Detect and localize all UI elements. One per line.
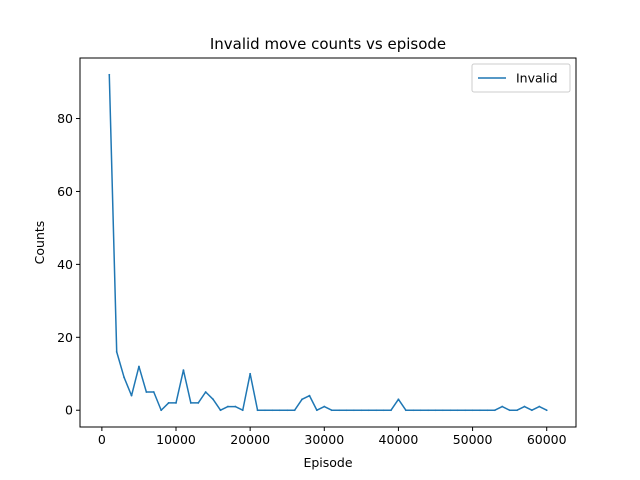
data-point (508, 409, 511, 412)
data-point (412, 409, 415, 412)
data-point (286, 409, 289, 412)
data-point (227, 405, 229, 408)
data-point (241, 409, 244, 412)
chart-title: Invalid move counts vs episode (210, 35, 446, 53)
data-point (308, 394, 311, 397)
legend-label-invalid: Invalid (516, 71, 558, 86)
x-tick-label: 20000 (230, 432, 270, 447)
data-point (219, 409, 222, 412)
data-point (419, 409, 422, 412)
data-point (390, 409, 392, 412)
x-tick-label: 50000 (453, 432, 493, 447)
data-point (464, 409, 467, 412)
data-point (449, 409, 452, 412)
y-axis: 0 20 40 60 80 (57, 111, 80, 418)
legend: Invalid (471, 63, 571, 93)
data-point (345, 409, 348, 412)
x-tick-label: 30000 (304, 432, 344, 447)
data-point (330, 409, 333, 412)
plot-area (108, 73, 548, 412)
data-point (108, 73, 111, 76)
data-point (471, 409, 474, 412)
data-point (353, 409, 355, 412)
data-point (115, 350, 118, 353)
data-point (479, 409, 481, 412)
data-point (182, 369, 185, 372)
data-point (516, 409, 518, 412)
data-point (434, 409, 437, 412)
data-point (538, 405, 541, 408)
x-tick-label: 40000 (379, 432, 419, 447)
data-point (382, 409, 385, 412)
data-point (427, 409, 429, 412)
data-point (397, 398, 400, 401)
y-tick-label: 20 (57, 330, 73, 345)
data-point (264, 409, 266, 412)
legend-box (471, 63, 571, 93)
data-point (167, 402, 170, 404)
data-point (545, 409, 548, 412)
data-point (234, 405, 237, 408)
x-tick-label: 0 (98, 432, 106, 447)
data-point (249, 372, 252, 375)
data-point (278, 409, 281, 412)
data-point (493, 409, 496, 412)
data-point (256, 409, 259, 412)
series-line-invalid (108, 74, 548, 411)
data-point (367, 409, 370, 412)
data-point (315, 409, 318, 412)
data-point (197, 402, 200, 404)
x-axis: 0 10000 20000 30000 40000 50000 60000 (98, 427, 567, 447)
data-point (360, 409, 363, 412)
data-point (375, 409, 378, 412)
data-point (130, 394, 133, 397)
data-point (152, 391, 155, 393)
data-point (123, 376, 126, 379)
data-point (456, 409, 459, 412)
data-point (212, 398, 214, 401)
y-axis-title: Counts (32, 221, 47, 265)
data-point (338, 409, 341, 412)
x-tick-label: 10000 (156, 432, 196, 447)
data-point (442, 409, 444, 412)
data-point (523, 405, 526, 408)
y-tick-label: 40 (57, 257, 73, 272)
x-tick-label: 60000 (527, 432, 567, 447)
data-point (271, 409, 274, 412)
data-point (301, 398, 303, 401)
y-tick-label: 0 (65, 403, 73, 418)
y-tick-label: 60 (57, 184, 73, 199)
plot-frame (79, 57, 577, 428)
data-point (204, 391, 207, 393)
x-axis-title: Episode (303, 455, 352, 470)
data-point (486, 409, 489, 412)
data-point (175, 402, 177, 404)
data-point (293, 409, 296, 412)
data-point (404, 409, 407, 412)
data-point (530, 409, 533, 412)
data-point (145, 391, 148, 393)
data-point (138, 365, 140, 368)
data-point (323, 405, 326, 408)
data-point (160, 409, 163, 412)
data-point (189, 402, 192, 404)
y-tick-label: 80 (57, 111, 73, 126)
data-point (501, 405, 504, 408)
